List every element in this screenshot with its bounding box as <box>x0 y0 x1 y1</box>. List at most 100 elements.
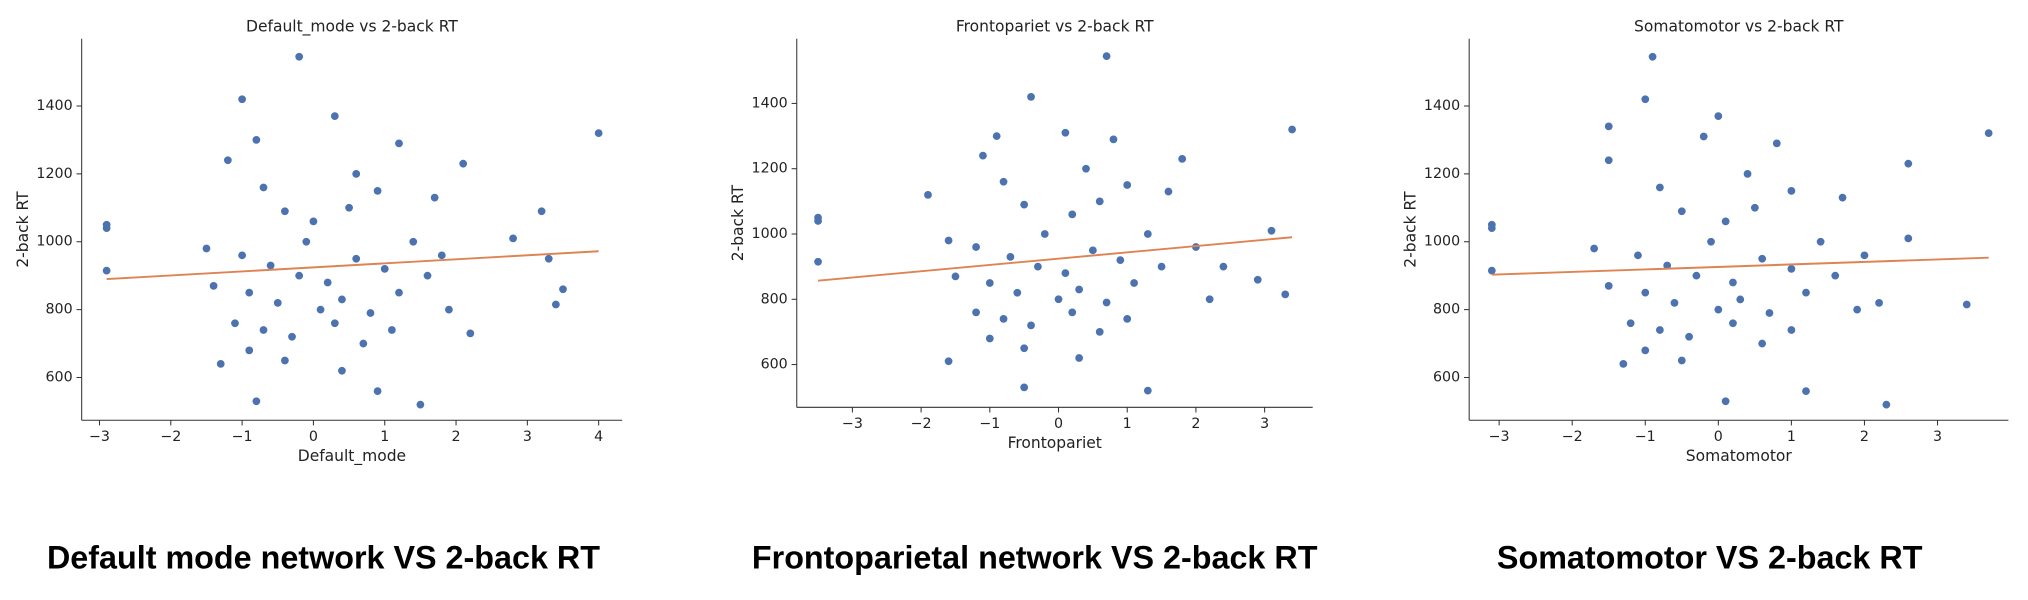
data-point <box>999 177 1008 186</box>
data-point <box>352 169 361 178</box>
data-point <box>1838 193 1847 202</box>
data-point <box>1034 262 1042 271</box>
data-point <box>1699 132 1708 141</box>
data-point <box>295 52 304 61</box>
data-point <box>1604 156 1613 165</box>
data-point <box>1027 321 1035 330</box>
data-point <box>459 159 468 168</box>
data-point <box>366 309 375 317</box>
data-point <box>1729 278 1737 287</box>
data-point <box>1075 285 1084 294</box>
data-point <box>1692 271 1701 280</box>
data-point <box>1714 112 1723 121</box>
data-point <box>1095 328 1104 336</box>
x-tick-label: 1 <box>380 429 389 445</box>
data-point <box>992 132 1001 140</box>
data-point <box>814 257 822 266</box>
data-point <box>1765 309 1774 317</box>
y-tick-label: 800 <box>761 291 788 307</box>
data-point <box>395 288 403 297</box>
x-tick-label: 3 <box>1260 416 1269 432</box>
data-point <box>1253 275 1262 284</box>
caption: Somatomotor VS 2-back RT <box>1497 539 1923 575</box>
data-point <box>1758 339 1767 348</box>
data-point <box>1758 254 1767 263</box>
data-point <box>985 334 994 343</box>
y-axis-label: 2-back RT <box>729 184 747 261</box>
data-point <box>216 360 225 368</box>
data-point <box>373 387 382 395</box>
data-point <box>1020 200 1029 209</box>
data-point <box>416 400 425 409</box>
data-point <box>985 279 994 287</box>
data-point <box>323 278 332 287</box>
data-point <box>1707 237 1715 246</box>
data-point <box>238 251 246 260</box>
chart-title: Default_mode vs 2-back RT <box>246 18 458 37</box>
data-point <box>1281 290 1290 299</box>
chart-title: Somatomotor vs 2-back RT <box>1634 18 1844 36</box>
x-tick-label: −1 <box>979 416 1000 432</box>
data-point <box>1772 139 1781 148</box>
x-tick-label: −3 <box>842 416 863 432</box>
data-point <box>259 326 268 334</box>
data-point <box>281 356 289 365</box>
data-point <box>537 207 546 216</box>
y-tick-label: 600 <box>761 357 788 373</box>
data-point <box>944 357 953 366</box>
data-point <box>1267 226 1276 235</box>
data-point <box>1670 298 1679 307</box>
y-tick-label: 800 <box>45 302 72 318</box>
data-point <box>345 203 353 212</box>
data-point <box>209 281 218 290</box>
data-point <box>1013 288 1022 297</box>
data-point <box>1102 298 1111 307</box>
x-tick-label: 0 <box>1714 429 1723 445</box>
data-point <box>1655 183 1664 192</box>
data-point <box>309 217 318 226</box>
data-point <box>373 186 382 195</box>
y-tick-label: 1000 <box>1424 234 1460 250</box>
data-point <box>944 236 953 245</box>
y-tick-label: 1000 <box>752 226 788 242</box>
data-point <box>1040 230 1049 238</box>
data-point <box>1875 298 1883 307</box>
y-tick-label: 600 <box>45 369 72 385</box>
data-point <box>924 190 932 199</box>
data-point <box>330 319 339 328</box>
data-point <box>1860 251 1869 260</box>
data-point <box>295 271 304 280</box>
x-tick-label: 2 <box>1860 429 1869 445</box>
data-point <box>1061 269 1070 278</box>
data-point <box>1853 305 1862 314</box>
data-point <box>1088 246 1097 255</box>
data-point <box>387 326 396 334</box>
y-tick-label: 1200 <box>752 161 788 177</box>
data-point <box>231 319 239 328</box>
data-point <box>1641 288 1650 297</box>
data-point <box>423 271 432 280</box>
data-point <box>338 295 346 304</box>
data-point <box>1061 128 1070 137</box>
data-point <box>1020 344 1029 353</box>
data-point <box>316 305 325 314</box>
data-point <box>395 139 403 148</box>
data-point <box>1143 230 1152 238</box>
data-point <box>1736 295 1745 304</box>
x-tick-label: −3 <box>1489 429 1510 445</box>
data-point <box>359 339 368 348</box>
data-point <box>202 244 211 253</box>
data-point <box>814 217 822 225</box>
data-point <box>1020 383 1029 392</box>
data-point <box>1721 397 1730 406</box>
data-point <box>1802 288 1810 297</box>
data-point <box>252 136 261 144</box>
data-point <box>281 207 289 216</box>
y-tick-label: 600 <box>1433 369 1460 385</box>
data-point <box>1984 129 1993 138</box>
data-point <box>979 151 987 160</box>
y-tick-label: 800 <box>1433 302 1460 318</box>
x-tick-label: −2 <box>1562 429 1583 445</box>
data-point <box>245 346 254 355</box>
